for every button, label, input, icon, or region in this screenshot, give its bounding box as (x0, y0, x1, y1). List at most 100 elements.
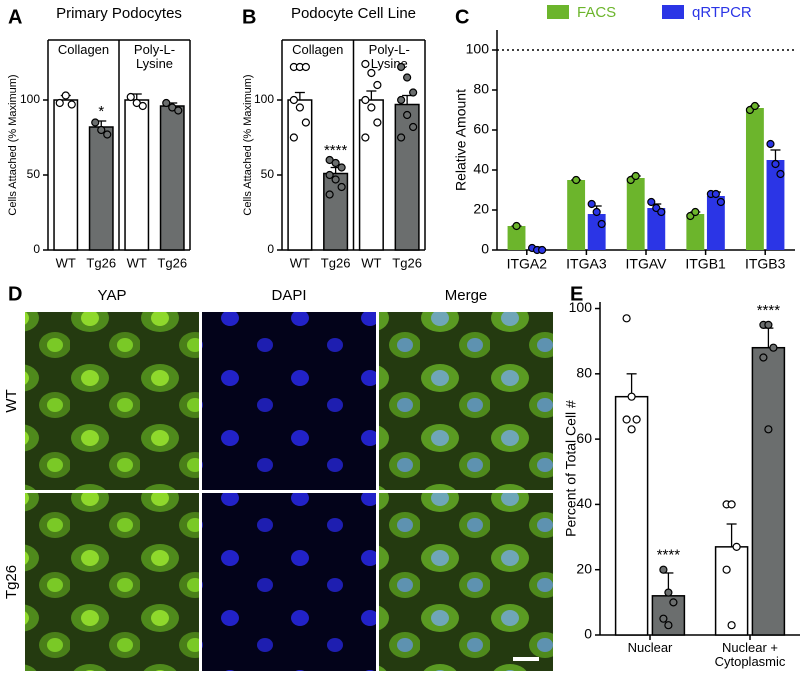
x-tick-label: Nuclear + Cytoplasmic (714, 641, 786, 669)
data-point (295, 103, 304, 112)
data-point (750, 101, 760, 111)
x-tick-label: ITGB3 (745, 256, 786, 272)
x-tick-label: ITGA3 (566, 256, 607, 272)
data-point (403, 73, 412, 82)
group-label: Poly-L-Lysine (133, 43, 176, 71)
data-point (631, 171, 640, 181)
significance: **** (324, 142, 348, 159)
x-tick-label: Nuclear + Cytoplasmic (714, 641, 786, 669)
legend-swatch (662, 5, 684, 19)
column-label: YAP (98, 287, 127, 304)
y-tick-label: 0 (481, 241, 489, 257)
micrograph-image (379, 493, 553, 671)
data-point (716, 197, 725, 207)
data-point (659, 614, 668, 623)
bar (626, 178, 645, 250)
y-tick-label: 40 (473, 161, 489, 177)
y-tick-label: 50 (261, 167, 275, 181)
y-tick-label: 50 (27, 167, 41, 181)
y-tick-label: 80 (473, 81, 489, 97)
x-tick-label: WT (361, 255, 381, 270)
bar (686, 214, 705, 250)
micrograph-image (25, 312, 199, 490)
data-point (61, 91, 70, 100)
data-point (162, 98, 171, 108)
panel-label: B (242, 6, 256, 28)
y-tick-label: 60 (576, 430, 592, 446)
y-axis-label: Relative Amount (453, 89, 469, 191)
legend-label: qRTPCR (692, 4, 752, 21)
x-tick-label: Nuclear (627, 641, 673, 655)
group-label: Poly-L-Lysine (133, 43, 176, 71)
y-tick-label: 100 (569, 299, 593, 315)
data-point (732, 542, 741, 551)
x-tick-label: WT (290, 255, 310, 270)
bar (751, 346, 786, 636)
data-point (397, 62, 406, 72)
y-axis-label: Percent of Total Cell # (563, 400, 579, 537)
data-point (537, 245, 547, 255)
data-point (771, 159, 780, 169)
data-point (627, 392, 636, 401)
y-tick-label: 0 (33, 242, 40, 256)
group-label: Collagen (292, 43, 344, 57)
data-point (301, 118, 310, 127)
data-point (289, 95, 298, 105)
data-point (657, 207, 666, 217)
bar (159, 105, 185, 251)
group-label: Collagen (292, 43, 344, 57)
data-point (632, 415, 641, 424)
data-point (325, 170, 334, 180)
panel-label: D (8, 283, 22, 305)
legend-swatch (547, 5, 569, 19)
data-point (512, 221, 521, 231)
bar (507, 226, 526, 250)
bar (706, 196, 725, 250)
data-point (337, 163, 346, 172)
data-point (622, 314, 631, 323)
panel-label: A (8, 6, 22, 28)
data-point (331, 158, 340, 168)
y-tick-label: 0 (267, 242, 274, 256)
data-point (55, 98, 64, 108)
data-point (337, 182, 346, 192)
data-point (91, 118, 100, 127)
data-point (776, 169, 785, 179)
data-point (622, 415, 631, 424)
data-point (764, 320, 773, 329)
data-point (592, 207, 601, 217)
data-point (572, 175, 581, 185)
column-label: DAPI (271, 287, 306, 304)
data-point (711, 189, 720, 199)
data-point (764, 425, 773, 434)
significance: **** (757, 302, 781, 319)
data-point (659, 565, 668, 574)
bar (53, 99, 79, 251)
x-tick-label: Tg26 (157, 255, 187, 270)
data-point (367, 103, 376, 112)
micrograph-image (202, 493, 376, 671)
y-tick-label: 60 (473, 121, 489, 137)
data-point (403, 110, 412, 120)
group-label: Poly-L-Lysine (369, 43, 410, 71)
y-tick-label: 100 (20, 92, 40, 106)
data-point (67, 100, 76, 109)
data-point (722, 565, 731, 574)
bar (587, 214, 606, 250)
data-point (759, 353, 768, 362)
data-point (138, 101, 147, 111)
chart-title: Podocyte Cell Line (291, 5, 416, 22)
chart-title: Primary Podocytes (56, 5, 182, 22)
x-tick-label: Tg26 (86, 255, 116, 270)
data-point (373, 80, 382, 90)
significance: **** (657, 547, 681, 564)
scale-bar (513, 657, 539, 661)
bar (766, 160, 785, 250)
significance: * (98, 103, 104, 120)
data-point (627, 425, 636, 434)
data-point (174, 106, 183, 115)
data-point (691, 207, 700, 217)
x-tick-label: Tg26 (321, 255, 351, 270)
